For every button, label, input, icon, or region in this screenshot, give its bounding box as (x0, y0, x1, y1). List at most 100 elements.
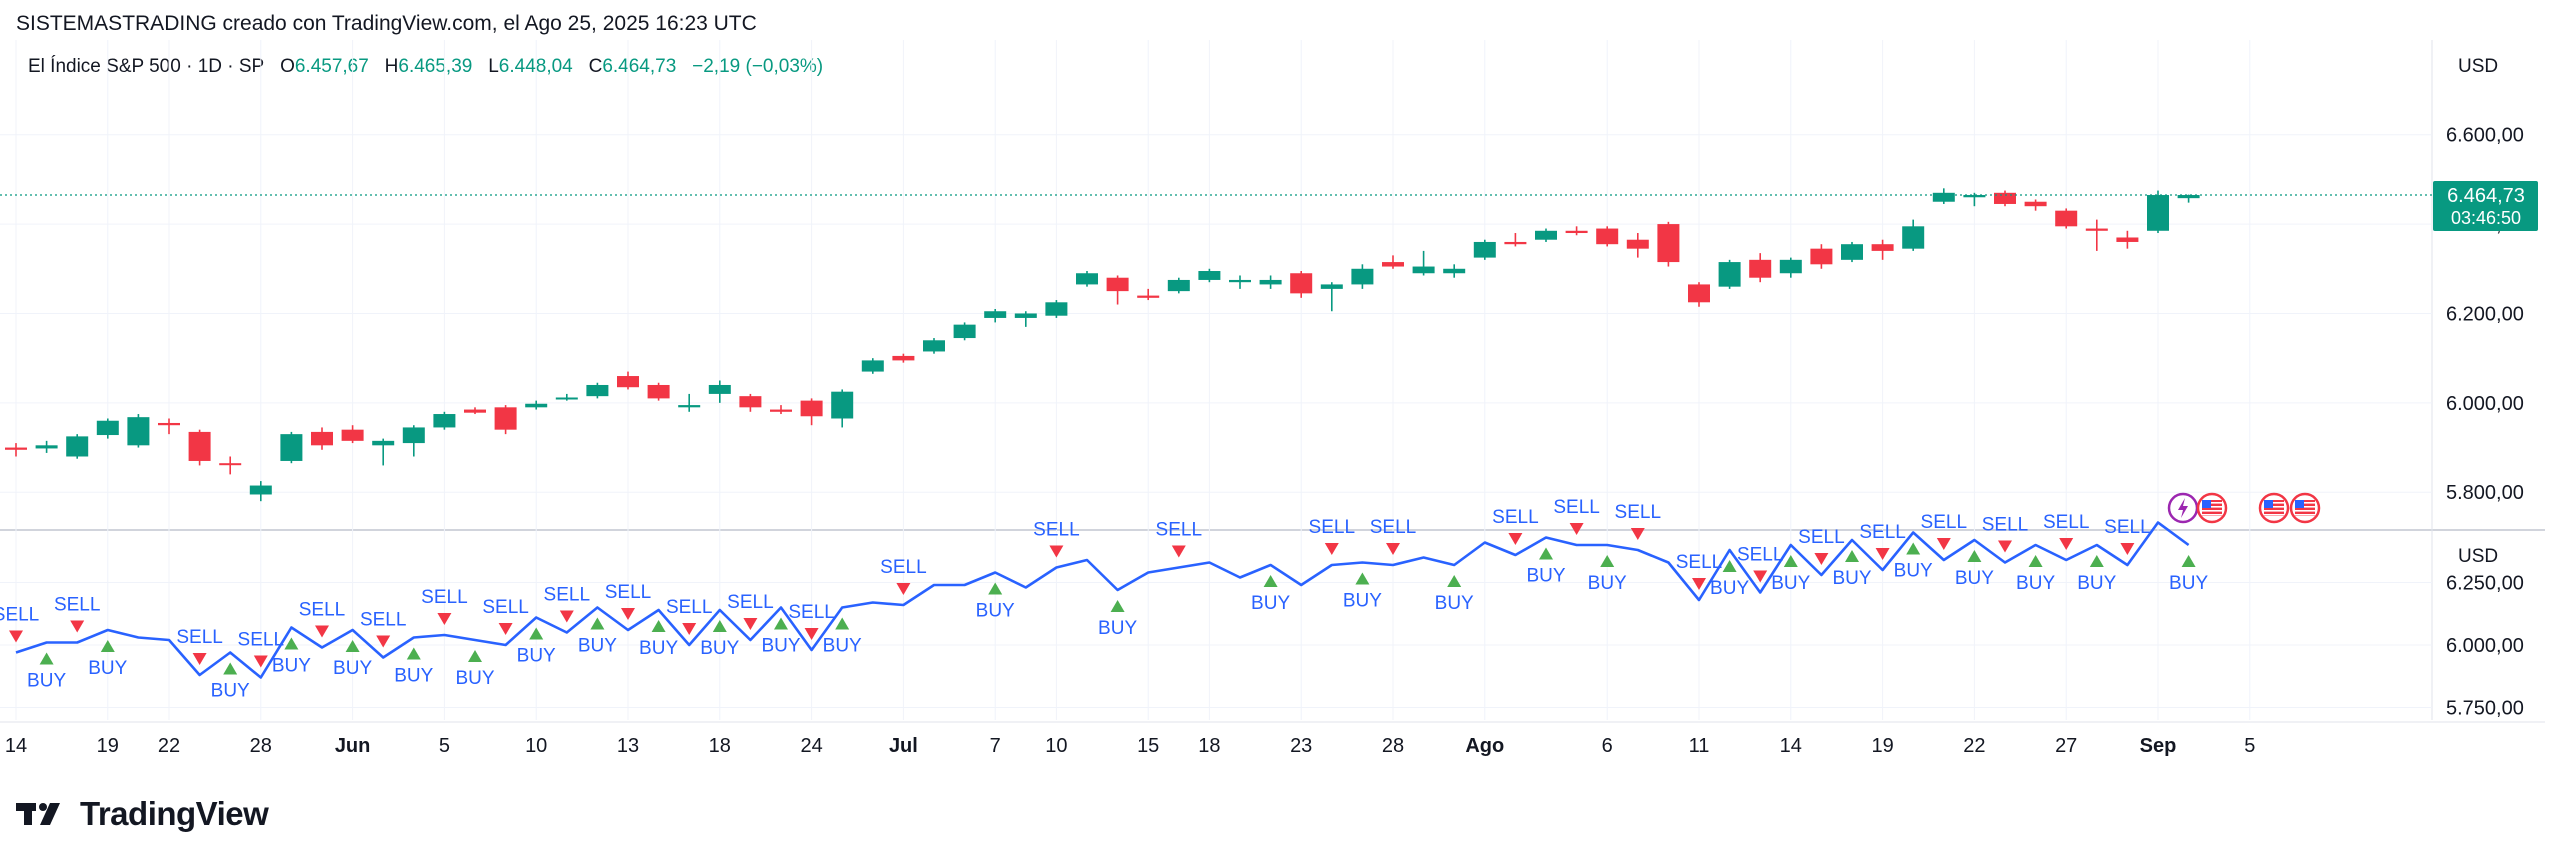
buy-label: BUY (88, 658, 127, 679)
sell-signal: SELL (299, 600, 345, 638)
candle-body (831, 391, 854, 419)
buy-arrow (284, 637, 299, 650)
buy-signal: BUY (333, 640, 372, 679)
candle-body (1779, 259, 1802, 274)
candle-body (923, 340, 945, 352)
price-currency-label[interactable]: USD (2458, 56, 2499, 77)
candle-body (1167, 279, 1190, 292)
price-tick-label: 6.000,00 (2446, 393, 2524, 415)
axes: 6.600,006.400,006.200,006.000,005.800,00… (5, 125, 2538, 757)
high-value: 6.465,39 (398, 56, 473, 77)
indicator-currency-label[interactable]: USD (2458, 546, 2499, 567)
candle-body (1106, 277, 1129, 292)
sell-arrow (1171, 545, 1186, 558)
candle-body (96, 420, 119, 436)
sell-signal: SELL (2104, 517, 2151, 555)
us-flag-icon (2258, 492, 2290, 524)
price-pane[interactable] (0, 188, 2432, 502)
candle-body (2177, 195, 2200, 199)
buy-arrow (1539, 547, 1553, 560)
tradingview-logo[interactable]: TradingView (16, 794, 269, 834)
candle-body (1473, 241, 1496, 258)
buy-arrow (529, 627, 544, 640)
sell-arrow (1875, 548, 1890, 560)
buy-signal: BUY (1710, 560, 1749, 599)
sell-arrow (315, 625, 329, 638)
candle-body (35, 445, 58, 449)
sell-signal: SELL (1921, 512, 1967, 550)
sell-signal: SELL (1492, 507, 1539, 545)
candle-body (311, 431, 333, 446)
time-tick-label: 15 (1137, 735, 1159, 757)
candle-body (1229, 279, 1251, 283)
sell-arrow (1998, 540, 2012, 553)
time-tick-label: Ago (1465, 735, 1504, 757)
sell-label: SELL (1492, 507, 1538, 528)
time-tick-label: 22 (158, 735, 180, 757)
time-tick-label: 5 (439, 735, 450, 757)
sell-signal: SELL (605, 582, 651, 620)
time-tick-label: 14 (1780, 735, 1802, 757)
buy-signal: BUY (1894, 542, 1933, 582)
buy-arrow (1967, 550, 1982, 562)
buy-label: BUY (1343, 591, 1382, 612)
candle-body (280, 434, 303, 461)
sell-label: SELL (482, 597, 528, 618)
buy-label: BUY (1710, 578, 1749, 599)
sell-arrow (9, 630, 23, 643)
tradingview-logo-word: TradingView (80, 795, 269, 832)
sell-label: SELL (1615, 502, 1661, 523)
sell-label: SELL (605, 582, 651, 603)
sell-signal: SELL (238, 630, 284, 668)
sell-label: SELL (0, 605, 39, 626)
sell-arrow (1936, 538, 1951, 550)
candle-body (617, 376, 639, 388)
buy-label: BUY (976, 601, 1015, 622)
sell-signal: SELL (1859, 522, 1906, 560)
candle-body (249, 485, 272, 495)
buy-arrow (2089, 555, 2104, 567)
buy-arrow (2181, 555, 2196, 567)
buy-label: BUY (272, 656, 311, 677)
sell-label: SELL (1982, 515, 2028, 536)
buy-arrow (345, 640, 360, 652)
price-tick-label: 6.200,00 (2446, 303, 2524, 325)
buy-signal: BUY (761, 617, 801, 657)
sell-arrow (70, 620, 85, 633)
time-tick-label: 28 (1382, 735, 1404, 757)
candle-body (1565, 230, 1588, 234)
buy-signal: BUY (455, 650, 495, 689)
buy-label: BUY (1526, 566, 1565, 587)
time-tick-label: 24 (800, 735, 822, 757)
buy-label: BUY (1098, 618, 1137, 639)
sell-label: SELL (176, 627, 222, 648)
buy-arrow (1355, 572, 1370, 585)
sell-signal: SELL (176, 627, 223, 665)
buy-label: BUY (639, 638, 678, 659)
buy-arrow (1263, 575, 1278, 587)
buy-label: BUY (2169, 573, 2208, 594)
sell-signal: SELL (0, 605, 39, 643)
event-icons[interactable] (2167, 492, 2321, 524)
candle-body (188, 431, 211, 461)
buy-signal: BUY (578, 617, 617, 657)
symbol-name[interactable]: El Índice S&P 500 · 1D · SP (28, 56, 265, 77)
indicator-pane[interactable]: SELL BUY SELL BUY SELL BUY SELL BUY SELL BUY SELL B… (0, 497, 2208, 702)
sell-arrow (559, 610, 574, 623)
open-label: O (280, 56, 295, 77)
time-tick-label: 10 (525, 735, 547, 757)
buy-signal: BUY (700, 620, 740, 659)
time-tick-label: 23 (1290, 735, 1312, 757)
buy-arrow (1600, 555, 1615, 567)
price-tick-label: 5.800,00 (2446, 482, 2524, 504)
time-tick-label: 7 (990, 735, 1001, 757)
candle-body (1290, 273, 1313, 294)
low-label: L (488, 56, 499, 77)
buy-arrow (468, 650, 482, 662)
indicator-line (15, 521, 2190, 679)
time-tick-label: 10 (1045, 735, 1067, 757)
sell-label: SELL (2043, 512, 2089, 533)
buy-signal: BUY (27, 652, 66, 692)
buy-label: BUY (1251, 593, 1290, 614)
